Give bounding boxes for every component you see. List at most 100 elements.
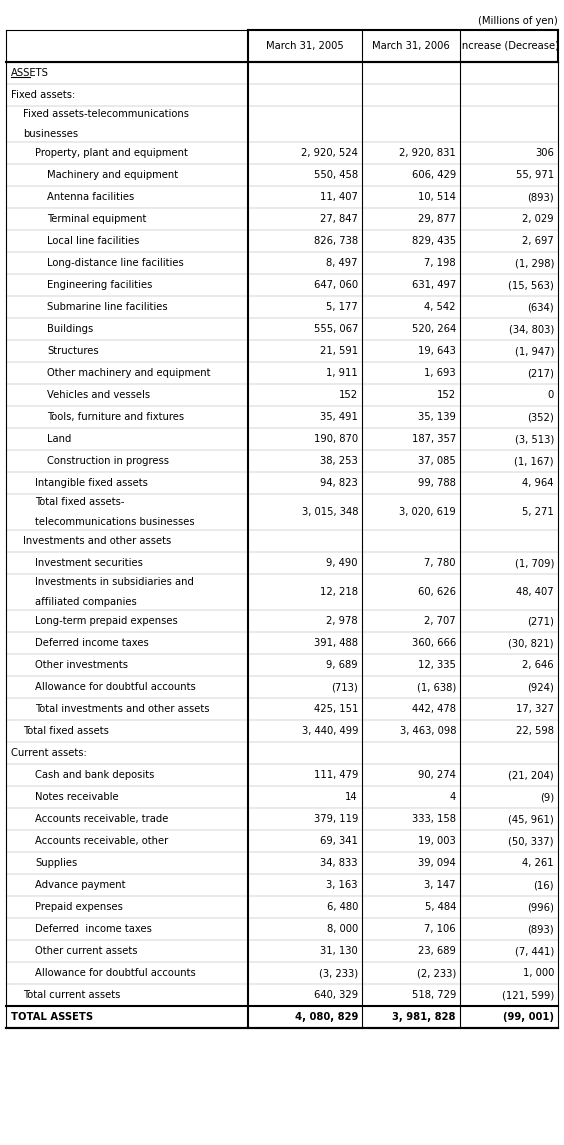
Text: (45, 961): (45, 961) [508,814,554,824]
Text: 631, 497: 631, 497 [412,281,456,290]
Text: 1, 693: 1, 693 [424,368,456,378]
Text: 37, 085: 37, 085 [418,456,456,466]
Text: (352): (352) [527,412,554,423]
Text: Current assets:: Current assets: [11,748,87,758]
Text: 111, 479: 111, 479 [314,769,358,780]
Text: businesses: businesses [23,129,78,139]
Text: Cash and bank deposits: Cash and bank deposits [35,769,155,780]
Text: 520, 264: 520, 264 [412,324,456,334]
Text: 23, 689: 23, 689 [418,946,456,956]
Text: Vehicles and vessels: Vehicles and vessels [47,390,150,400]
Text: 333, 158: 333, 158 [412,814,456,824]
Text: 2, 978: 2, 978 [327,616,358,626]
Text: 90, 274: 90, 274 [418,769,456,780]
Text: (1, 709): (1, 709) [514,558,554,568]
Text: 1, 911: 1, 911 [326,368,358,378]
Text: 647, 060: 647, 060 [314,281,358,290]
Text: 555, 067: 555, 067 [314,324,358,334]
Text: Investment securities: Investment securities [35,558,143,568]
Text: Structures: Structures [47,346,99,356]
Text: 640, 329: 640, 329 [314,990,358,1000]
Text: Allowance for doubtful accounts: Allowance for doubtful accounts [35,682,196,692]
Text: Total fixed assets-: Total fixed assets- [35,497,125,507]
Text: (634): (634) [527,302,554,311]
Text: Deferred  income taxes: Deferred income taxes [35,924,152,934]
Text: 3, 020, 619: 3, 020, 619 [399,507,456,518]
Text: 3, 163: 3, 163 [327,881,358,890]
Text: 27, 847: 27, 847 [320,214,358,224]
Text: Total investments and other assets: Total investments and other assets [35,704,209,714]
Text: Notes receivable: Notes receivable [35,792,118,801]
Text: (99, 001): (99, 001) [503,1012,554,1022]
Text: 21, 591: 21, 591 [320,346,358,356]
Text: 22, 598: 22, 598 [516,726,554,736]
Text: Other machinery and equipment: Other machinery and equipment [47,368,210,378]
Text: Total current assets: Total current assets [23,990,120,1000]
Text: (713): (713) [331,682,358,692]
Text: 35, 491: 35, 491 [320,412,358,423]
Text: 5, 484: 5, 484 [425,902,456,913]
Text: affiliated companies: affiliated companies [35,597,136,607]
Text: (30, 821): (30, 821) [509,638,554,648]
Text: 391, 488: 391, 488 [314,638,358,648]
Text: Other current assets: Other current assets [35,946,138,956]
Text: 6, 480: 6, 480 [327,902,358,913]
Text: 8, 000: 8, 000 [327,924,358,934]
Text: (121, 599): (121, 599) [502,990,554,1000]
Text: (1, 167): (1, 167) [514,456,554,466]
Text: Investments and other assets: Investments and other assets [23,536,171,546]
Text: 35, 139: 35, 139 [418,412,456,423]
Text: Allowance for doubtful accounts: Allowance for doubtful accounts [35,968,196,978]
Text: 14: 14 [345,792,358,801]
Text: Total fixed assets: Total fixed assets [23,726,109,736]
Text: 12, 335: 12, 335 [418,660,456,670]
Text: March 31, 2006: March 31, 2006 [372,41,450,52]
Text: Machinery and equipment: Machinery and equipment [47,169,178,180]
Text: 9, 490: 9, 490 [327,558,358,568]
Text: (21, 204): (21, 204) [508,769,554,780]
Text: Terminal equipment: Terminal equipment [47,214,147,224]
Text: 12, 218: 12, 218 [320,587,358,597]
Text: (1, 298): (1, 298) [514,258,554,268]
Text: 829, 435: 829, 435 [412,236,456,246]
Text: Construction in progress: Construction in progress [47,456,169,466]
Text: March 31, 2005: March 31, 2005 [266,41,344,52]
Text: ASSETS: ASSETS [11,68,49,78]
Text: 4, 964: 4, 964 [522,477,554,488]
Text: 19, 643: 19, 643 [418,346,456,356]
Text: Increase (Decrease): Increase (Decrease) [459,41,559,52]
Text: 306: 306 [535,148,554,158]
Text: Fixed assets:: Fixed assets: [11,90,75,100]
Text: Long-distance line facilities: Long-distance line facilities [47,258,184,268]
Text: 2, 920, 524: 2, 920, 524 [301,148,358,158]
Text: 2, 697: 2, 697 [522,236,554,246]
Text: 2, 920, 831: 2, 920, 831 [399,148,456,158]
Text: 8, 497: 8, 497 [327,258,358,268]
Text: 7, 106: 7, 106 [424,924,456,934]
Text: Intangible fixed assets: Intangible fixed assets [35,477,148,488]
Text: 3, 463, 098: 3, 463, 098 [399,726,456,736]
Text: 425, 151: 425, 151 [314,704,358,714]
Text: 7, 780: 7, 780 [425,558,456,568]
Text: 5, 271: 5, 271 [522,507,554,518]
Text: 2, 646: 2, 646 [522,660,554,670]
Text: 550, 458: 550, 458 [314,169,358,180]
Text: Fixed assets-telecommunications: Fixed assets-telecommunications [23,109,189,119]
Text: 1, 000: 1, 000 [523,968,554,978]
Text: (893): (893) [527,924,554,934]
Text: Antenna facilities: Antenna facilities [47,192,134,202]
Text: 55, 971: 55, 971 [516,169,554,180]
Text: 99, 788: 99, 788 [418,477,456,488]
Text: 69, 341: 69, 341 [320,836,358,846]
Text: (9): (9) [540,792,554,801]
Text: 17, 327: 17, 327 [516,704,554,714]
Text: Tools, furniture and fixtures: Tools, furniture and fixtures [47,412,184,423]
Text: 94, 823: 94, 823 [320,477,358,488]
Text: Property, plant and equipment: Property, plant and equipment [35,148,188,158]
Text: Accounts receivable, trade: Accounts receivable, trade [35,814,169,824]
Text: 152: 152 [339,390,358,400]
Text: (3, 233): (3, 233) [319,968,358,978]
Text: Local line facilities: Local line facilities [47,236,139,246]
Text: 152: 152 [437,390,456,400]
Text: Engineering facilities: Engineering facilities [47,281,152,290]
